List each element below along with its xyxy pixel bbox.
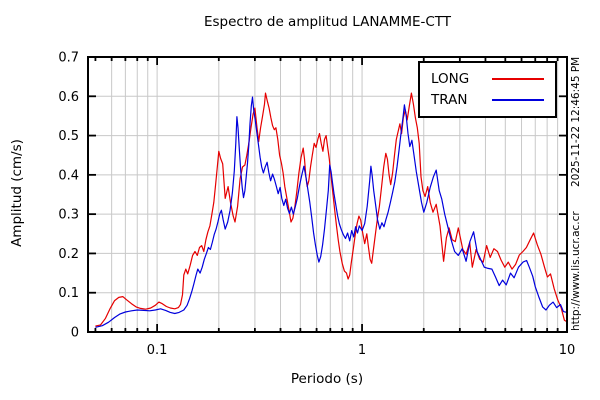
series-LONG: [95, 92, 568, 327]
x-tick-labels: 0.1 1 10: [147, 343, 576, 358]
svg-text:10: 10: [559, 343, 576, 358]
y-axis-label: Amplitud (cm/s): [9, 139, 25, 247]
svg-text:1: 1: [358, 343, 366, 358]
legend-entry-tran: TRAN: [431, 92, 544, 108]
chart-title: Espectro de amplitud LANAMME-CTT: [203, 14, 452, 30]
legend: LONG TRAN: [418, 61, 557, 118]
svg-text:0.1: 0.1: [58, 286, 79, 301]
svg-text:0.3: 0.3: [58, 208, 79, 223]
svg-text:0.1: 0.1: [147, 343, 168, 358]
url-text: http://www.lis.ucr.ac.cr: [570, 211, 582, 331]
timestamp-text: 2025-11-22 12:46:45 PM: [570, 56, 582, 187]
svg-text:0.5: 0.5: [58, 129, 79, 144]
legend-line-tran-icon: [492, 99, 544, 102]
legend-entry-long: LONG: [431, 71, 544, 87]
svg-text:0.2: 0.2: [58, 247, 79, 262]
legend-line-long-icon: [492, 77, 544, 80]
svg-text:0.4: 0.4: [58, 168, 79, 183]
svg-text:0: 0: [71, 326, 79, 341]
y-tick-labels: 0 0.1 0.2 0.3 0.4 0.5 0.6 0.7: [58, 51, 79, 341]
legend-label-tran: TRAN: [431, 92, 468, 109]
series-TRAN: [95, 96, 568, 328]
axis-ticks: [88, 56, 568, 333]
svg-text:0.7: 0.7: [58, 51, 79, 66]
svg-text:0.6: 0.6: [58, 90, 79, 105]
plot-frame: [87, 56, 568, 333]
x-axis-label: Periodo (s): [290, 371, 364, 387]
series: [95, 92, 568, 328]
legend-label-long: LONG: [431, 70, 470, 87]
